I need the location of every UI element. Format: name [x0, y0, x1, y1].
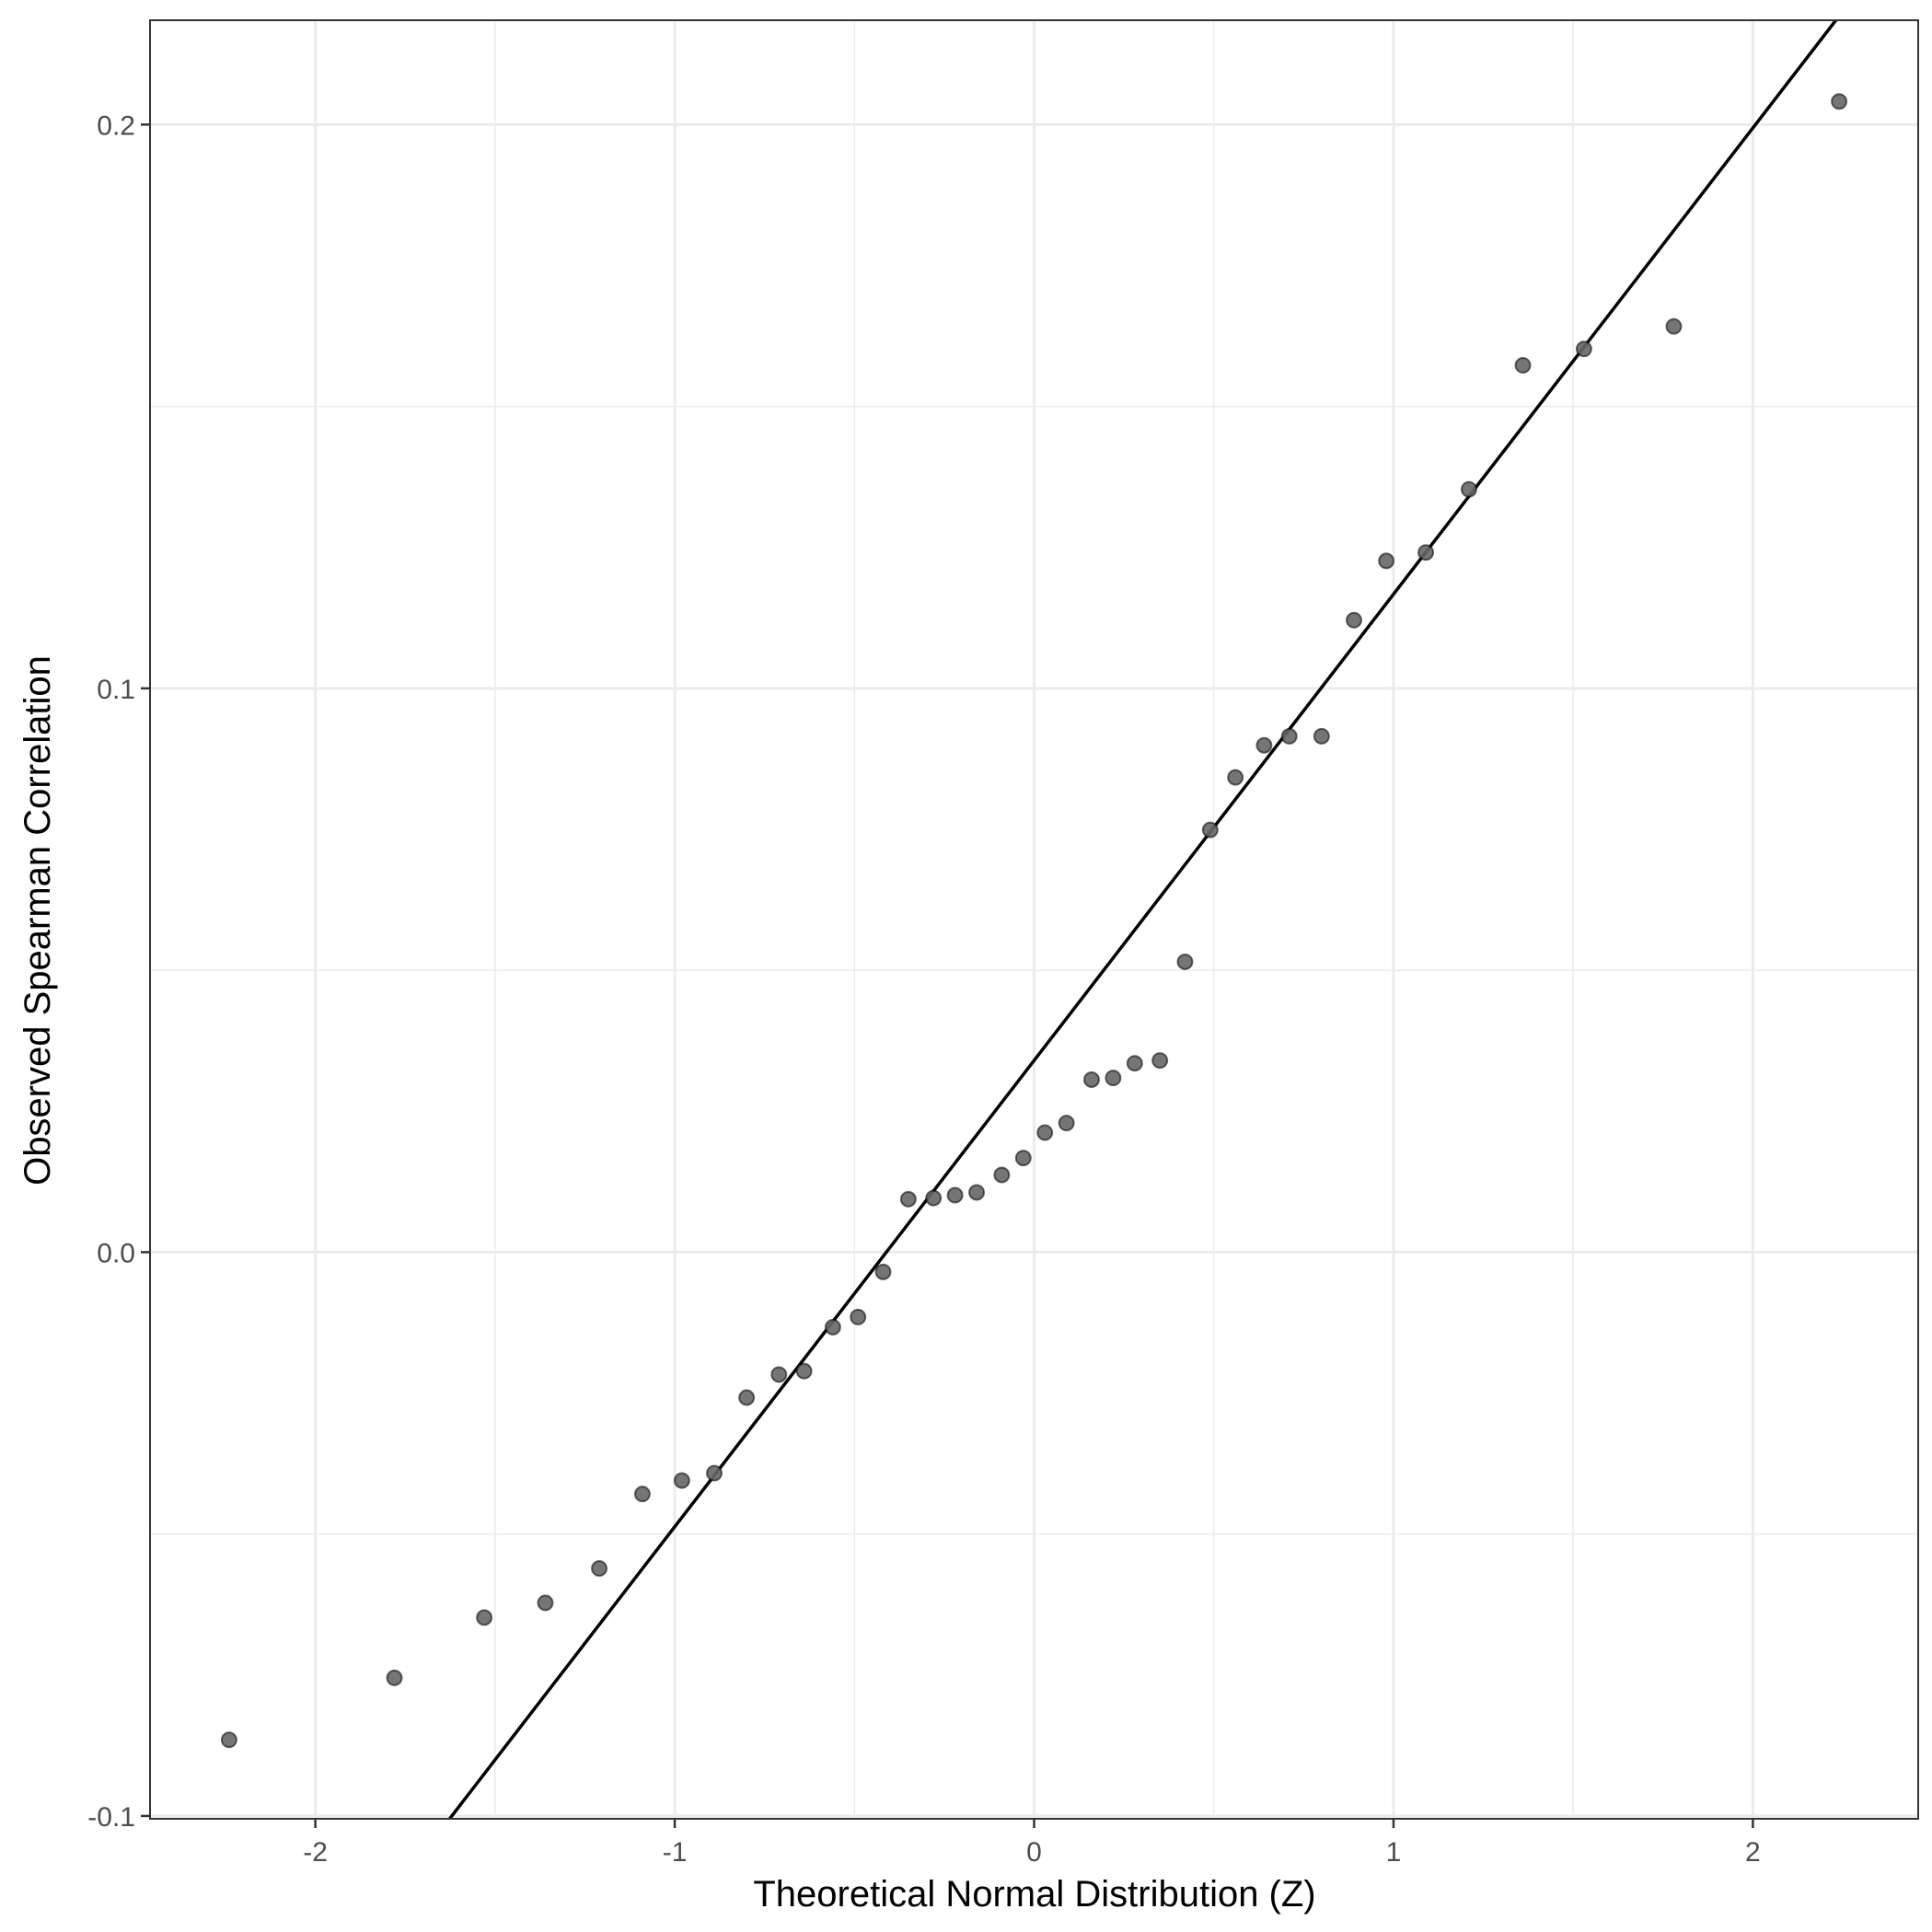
- data-point: [706, 1464, 723, 1482]
- data-point: [770, 1366, 788, 1383]
- y-tick-label: 0.1: [97, 675, 135, 705]
- x-tick-label: 0: [1026, 1837, 1042, 1868]
- data-point: [874, 1263, 892, 1280]
- reference-line-group: [448, 18, 1837, 1821]
- data-point: [738, 1389, 756, 1406]
- data-point: [1255, 736, 1273, 754]
- axes: -2 -1 0 1 2 -0.1 0.0 0.1 0.2: [87, 110, 1760, 1868]
- data-point: [537, 1594, 554, 1612]
- x-axis-title: Theoretical Normal Distribution (Z): [753, 1874, 1315, 1915]
- y-axis-title: Observed Spearman Correlation: [17, 655, 58, 1186]
- data-point: [633, 1486, 651, 1503]
- data-point: [968, 1184, 986, 1201]
- data-point: [1460, 480, 1477, 498]
- data-point: [1665, 318, 1683, 335]
- data-point: [1105, 1070, 1122, 1087]
- data-point: [220, 1731, 237, 1749]
- data-point: [1831, 93, 1848, 110]
- x-tick-label: -2: [303, 1837, 328, 1868]
- data-point: [1176, 953, 1194, 970]
- data-point: [1378, 552, 1395, 570]
- data-point: [899, 1190, 917, 1208]
- data-point: [1514, 356, 1532, 374]
- x-tick-label: -1: [663, 1837, 688, 1868]
- x-tick-label: 2: [1745, 1837, 1761, 1868]
- data-point: [1036, 1124, 1054, 1141]
- data-point: [1058, 1115, 1075, 1132]
- x-tick-label: 1: [1386, 1837, 1402, 1868]
- data-point: [993, 1166, 1011, 1184]
- data-points: [220, 93, 1848, 1749]
- data-point: [1345, 611, 1362, 629]
- y-tick-label: 0.0: [97, 1238, 135, 1268]
- data-point: [946, 1186, 964, 1204]
- data-point: [1280, 727, 1298, 745]
- data-point: [1151, 1052, 1169, 1070]
- data-point: [1014, 1150, 1032, 1167]
- data-point: [795, 1362, 813, 1380]
- data-point: [1227, 769, 1244, 786]
- data-point: [386, 1669, 403, 1686]
- data-point: [591, 1560, 608, 1578]
- data-point: [1082, 1070, 1100, 1088]
- data-point: [476, 1609, 493, 1626]
- grid-lines: [150, 20, 1918, 1819]
- data-point: [925, 1189, 943, 1207]
- y-tick-label: -0.1: [87, 1802, 135, 1833]
- data-point: [1417, 544, 1435, 561]
- data-point: [1126, 1055, 1143, 1072]
- data-point: [1201, 821, 1219, 839]
- qq-reference-line: [448, 18, 1837, 1821]
- y-tick-label: 0.2: [97, 110, 135, 141]
- data-point: [1313, 727, 1330, 745]
- data-point: [824, 1318, 841, 1336]
- data-point: [850, 1308, 867, 1325]
- data-point: [1575, 341, 1592, 358]
- data-point: [673, 1472, 690, 1489]
